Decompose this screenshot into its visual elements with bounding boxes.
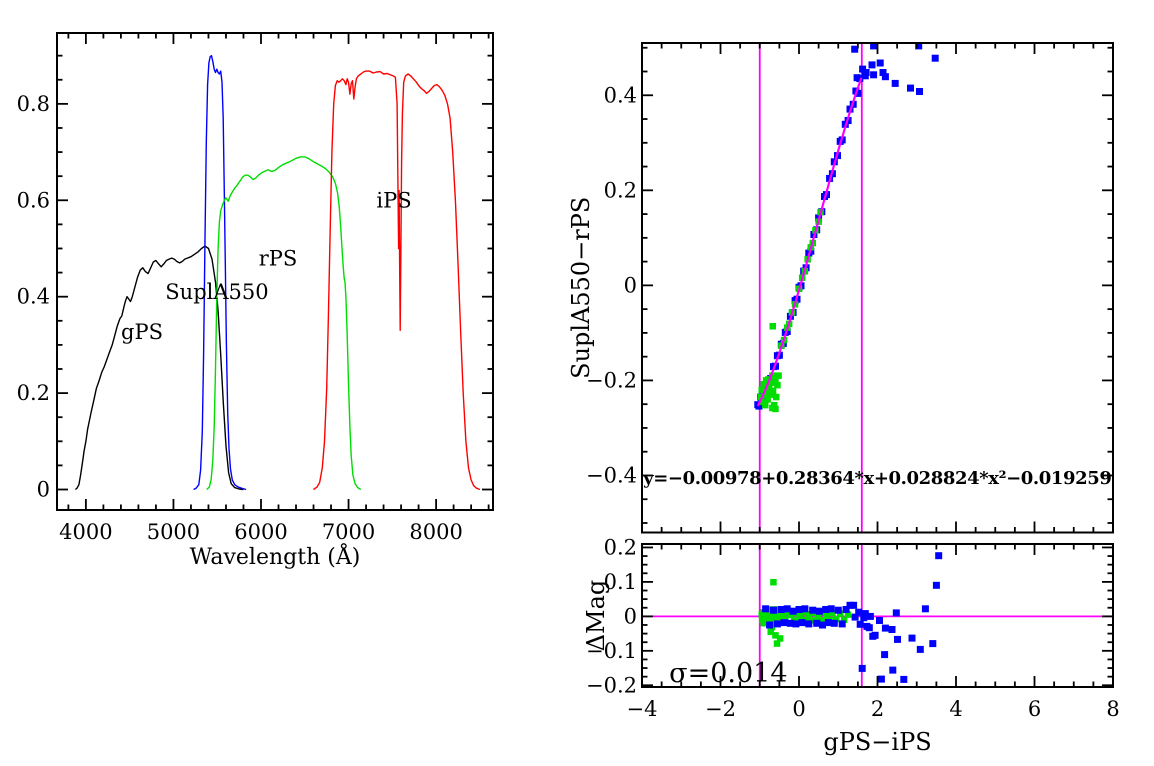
residuals-x-tick-label: 6: [1028, 697, 1041, 721]
filters-y-tick-label: 0: [37, 478, 50, 502]
residuals-annotation: σ=0.014: [669, 658, 787, 689]
color-color-frame: [641, 42, 1114, 534]
residuals-x-tick-label: 2: [871, 697, 884, 721]
color-color-y-tick-label: 0.4: [604, 83, 637, 107]
residuals-y-tick-label: 0.2: [604, 535, 637, 559]
filters-annotation: rPS: [259, 246, 298, 270]
filters-annotation: gPS: [121, 320, 163, 344]
filters-x-axis-title: Wavelength (Å): [190, 542, 361, 570]
filters-y-tick-label: 0.4: [17, 285, 50, 309]
color-color-series-blue-stars: [754, 43, 939, 410]
filters-x-tick-label: 7000: [322, 520, 375, 544]
residuals-y-axis-title: ΔMag: [582, 580, 610, 652]
residuals-y-tick-label: −0.1: [586, 639, 637, 663]
residuals-plot-area: σ=0.014: [642, 544, 1113, 689]
residuals-y-tick-label: 0.1: [604, 570, 637, 594]
filters-y-tick-label: 0.2: [17, 381, 50, 405]
color-color-fit-line: [756, 77, 863, 407]
residuals-x-axis-title: gPS−iPS: [823, 728, 931, 756]
residuals-x-tick-label: 4: [949, 697, 962, 721]
residuals-series-blue-residuals: [762, 552, 943, 683]
color-color-y-tick-label: −0.4: [586, 463, 637, 487]
residuals-y-tick-label: 0: [624, 604, 637, 628]
filters-annotation: SuplA550: [165, 280, 268, 304]
filters-ticks: [57, 33, 493, 510]
filters-x-tick-label: 6000: [234, 520, 287, 544]
color-color-chart: y=−0.00978+0.28364*x+0.028824*x²−0.01925…: [567, 42, 1139, 534]
filters-annotation: iPS: [376, 189, 411, 213]
color-color-annotation: y=−0.00978+0.28364*x+0.028824*x²−0.01925…: [642, 468, 1139, 489]
filters-frame: [56, 32, 494, 511]
residuals-chart: σ=0.014 −4 −2 0 2 4 6 8 −0.2 −0.1 0 0.1 0.2 gPS−iPS ΔM…: [582, 535, 1120, 756]
residuals-x-tick-label: −4: [627, 697, 658, 721]
color-color-y-tick-label: −0.2: [586, 368, 637, 392]
residuals-ticks: [641, 544, 1114, 687]
filters-series-rPS: [206, 156, 362, 491]
filters-series-SuplA550: [193, 55, 247, 491]
residuals-y-tick-label: −0.2: [586, 673, 637, 697]
filters-x-tick-label: 8000: [409, 520, 462, 544]
filters-y-tick-label: 0.6: [17, 188, 50, 212]
residuals-x-tick-label: 0: [792, 697, 805, 721]
color-color-y-tick-label: 0: [624, 273, 637, 297]
filters-series-iPS: [313, 70, 481, 491]
filters-y-tick-label: 0.8: [17, 92, 50, 116]
filters-series-gPS: [74, 245, 244, 491]
color-color-ticks: [641, 43, 1114, 533]
residuals-x-tick-label: −2: [705, 697, 736, 721]
filters-x-tick-label: 4000: [59, 520, 112, 544]
color-color-y-tick-label: 0.2: [604, 178, 637, 202]
residuals-x-tick-label: 8: [1106, 697, 1119, 721]
color-color-plot-area: y=−0.00978+0.28364*x+0.028824*x²−0.01925…: [642, 43, 1139, 533]
color-color-y-axis-title: SuplA550−rPS: [567, 197, 595, 379]
filters-x-tick-label: 5000: [147, 520, 200, 544]
